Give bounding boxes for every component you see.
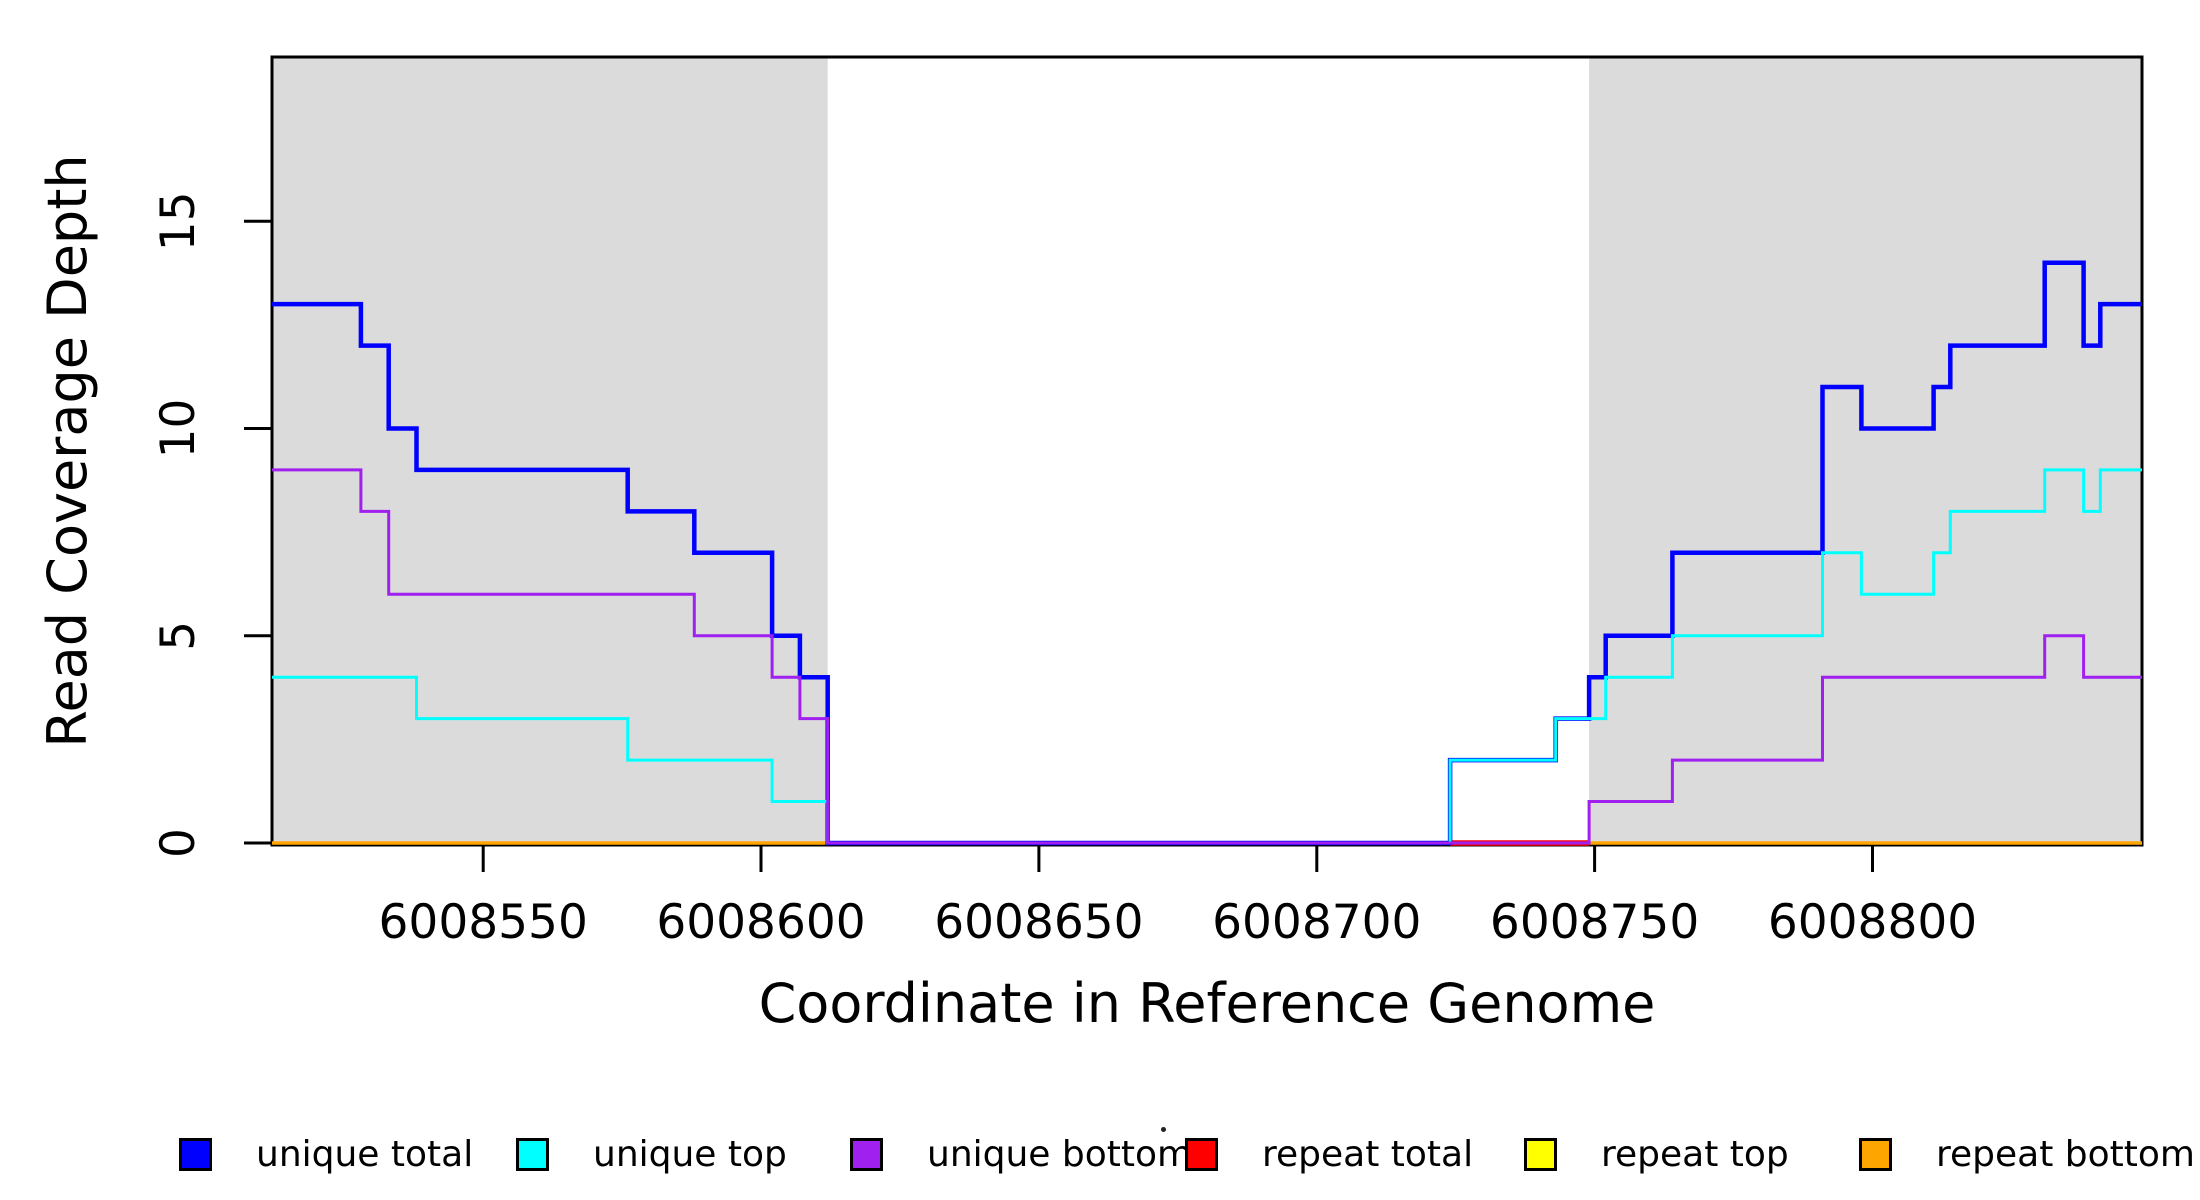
x-axis-tick-label-4: 6008750: [1490, 895, 1699, 950]
x-axis-tick-label-0: 6008550: [379, 895, 588, 950]
x-axis-tick-label-2: 6008650: [934, 895, 1143, 950]
repeat-region-shade-right: [1589, 57, 2142, 845]
x-axis-title: Coordinate in Reference Genome: [759, 972, 1656, 1035]
x-axis-tick-label-5: 6008800: [1768, 895, 1977, 950]
unique-top-line: [272, 468, 2142, 845]
y-axis-tick-label-3: 15: [151, 191, 206, 251]
unique-bottom-line: [272, 468, 2142, 845]
y-axis-tick-label-2: 10: [151, 399, 206, 459]
repeat-region-shade-left: [272, 57, 828, 845]
y-axis-tick-label-0: 0: [151, 828, 206, 858]
x-axis-tick-label-1: 6008600: [656, 895, 865, 950]
y-axis-tick-label-1: 5: [151, 621, 206, 651]
x-axis-tick-label-3: 6008700: [1212, 895, 1421, 950]
y-axis-title: Read Coverage Depth: [36, 154, 99, 747]
